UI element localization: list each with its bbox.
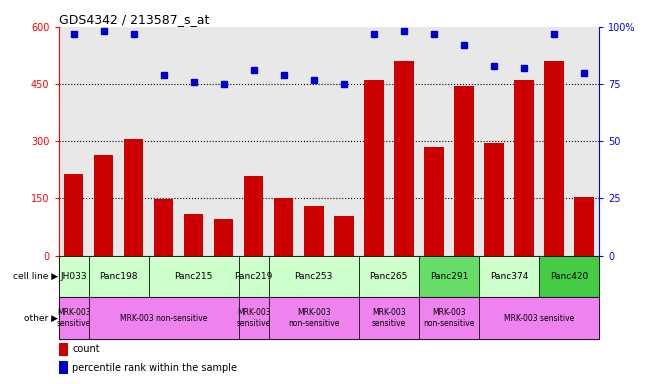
Bar [89,256,148,297]
Bar [274,198,294,256]
Bar [359,297,419,339]
Bar [419,256,479,297]
Text: count: count [72,344,100,354]
Bar [454,86,473,256]
Text: GDS4342 / 213587_s_at: GDS4342 / 213587_s_at [59,13,209,26]
Bar [544,61,564,256]
Bar [479,297,599,339]
Bar [244,175,264,256]
Text: Panc374: Panc374 [490,272,528,281]
Bar [154,199,173,256]
Bar [419,297,479,339]
Bar [59,343,68,356]
Bar [574,197,594,256]
Bar [394,61,413,256]
Text: MRK-003
non-sensitive: MRK-003 non-sensitive [423,308,475,328]
Text: MRK-003
non-sensitive: MRK-003 non-sensitive [288,308,339,328]
Bar [239,256,269,297]
Bar [359,256,419,297]
Bar [334,216,353,256]
Bar [124,139,143,256]
Text: Panc420: Panc420 [550,272,588,281]
Text: percentile rank within the sample: percentile rank within the sample [72,363,237,373]
Text: other ▶: other ▶ [24,314,58,323]
Text: Panc198: Panc198 [100,272,138,281]
Text: Panc265: Panc265 [370,272,408,281]
Text: MRK-003
sensitive: MRK-003 sensitive [372,308,406,328]
Bar [59,256,89,297]
Text: Panc253: Panc253 [294,272,333,281]
Bar [214,219,234,256]
Text: cell line ▶: cell line ▶ [13,272,58,281]
Bar [424,147,443,256]
Bar [94,155,113,256]
Bar [239,297,269,339]
Bar [64,174,83,256]
Text: MRK-003
sensitive: MRK-003 sensitive [236,308,271,328]
Bar [484,143,504,256]
Bar [148,256,239,297]
Text: Panc219: Panc219 [234,272,273,281]
Bar [539,256,599,297]
Bar [304,206,324,256]
Text: MRK-003
sensitive: MRK-003 sensitive [57,308,90,328]
Text: MRK-003 non-sensitive: MRK-003 non-sensitive [120,314,207,323]
Text: MRK-003 sensitive: MRK-003 sensitive [504,314,574,323]
Bar [89,297,239,339]
Bar [514,80,534,256]
Text: Panc291: Panc291 [430,272,468,281]
Bar [184,214,203,256]
Bar [59,297,89,339]
Bar [269,256,359,297]
Text: JH033: JH033 [61,272,87,281]
Bar [269,297,359,339]
Bar [364,80,383,256]
Bar [59,361,68,374]
Text: Panc215: Panc215 [174,272,213,281]
Bar [479,256,539,297]
